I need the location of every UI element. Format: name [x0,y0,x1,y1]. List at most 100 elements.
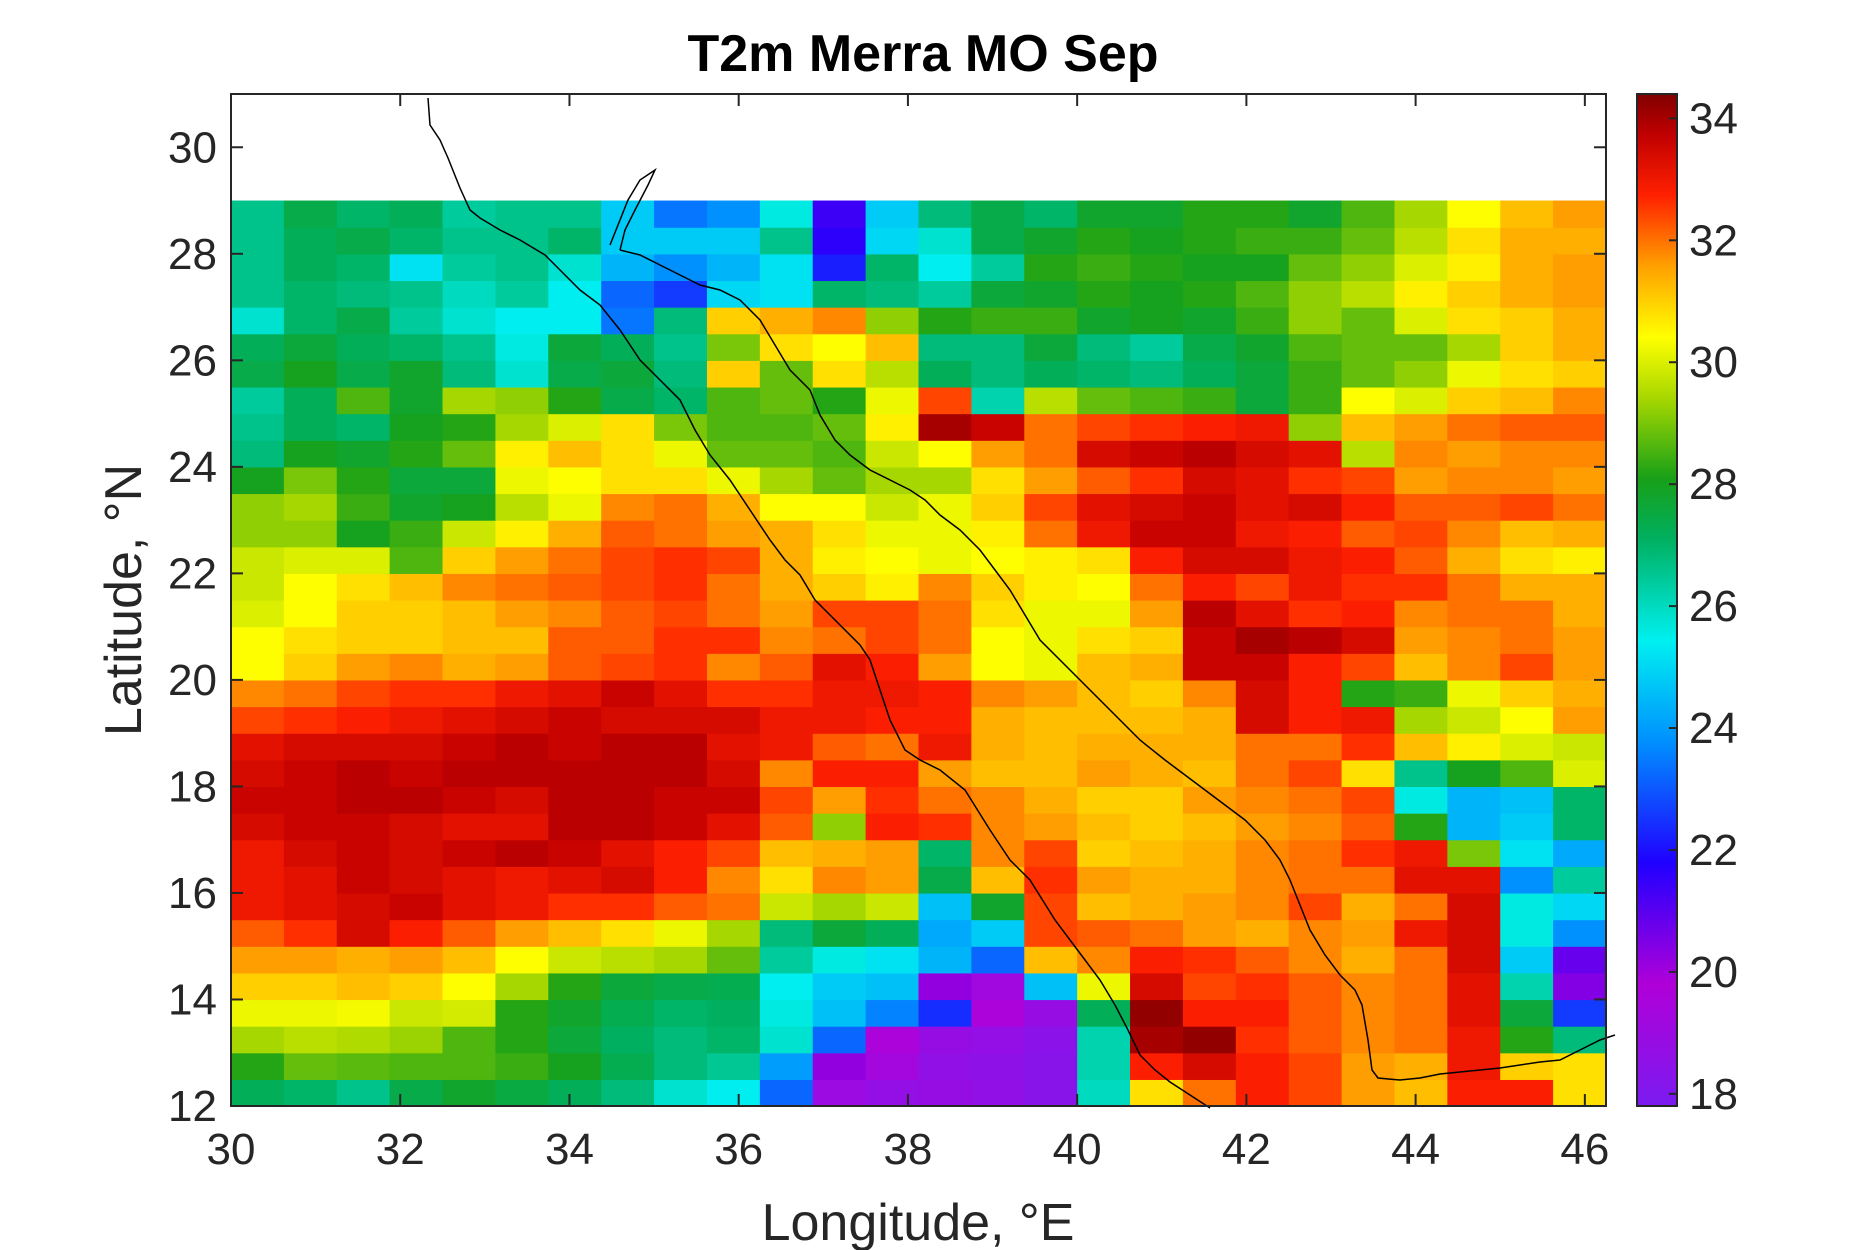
heatmap-cell [1077,307,1131,335]
heatmap-cell [865,573,920,601]
heatmap-cell [231,546,285,574]
heatmap-cell [601,413,655,441]
heatmap-cell [1553,573,1607,601]
heatmap-cell [1024,546,1078,574]
heatmap-cell [1500,706,1554,734]
heatmap-cell [1500,839,1554,867]
heatmap-cell [1077,520,1131,548]
heatmap-cell [601,520,655,548]
heatmap-cell [1235,866,1290,894]
heatmap-cell [1288,759,1343,788]
heatmap-cell [1235,227,1290,255]
heatmap-cell [706,1079,761,1107]
heatmap-cell [1024,573,1078,601]
heatmap-cell [1341,759,1396,788]
heatmap-cell [336,307,391,335]
heatmap-cell [1130,999,1184,1027]
heatmap-cell [812,360,867,388]
heatmap-cell [1077,253,1131,282]
y-tick-label: 30 [168,123,217,172]
heatmap-cell [1182,493,1237,521]
heatmap-cell [442,653,497,681]
heatmap-cell [1500,386,1554,415]
heatmap-cell [389,813,444,841]
colorbar-tick-label: 34 [1689,94,1738,143]
heatmap-cell [1182,440,1237,468]
heatmap-cell [1130,280,1184,308]
heatmap-cell [1077,999,1131,1027]
heatmap-cell [283,972,338,1001]
heatmap-cell [865,440,920,468]
heatmap-cell [1394,386,1448,415]
heatmap-cell [283,333,338,361]
heatmap-cell [442,333,497,361]
heatmap-cell [1553,440,1607,468]
heatmap-cell [1500,493,1554,521]
heatmap-cell [1077,813,1131,841]
heatmap-cell [1341,600,1396,628]
heatmap-cell [1500,866,1554,894]
heatmap-cell [389,413,444,441]
heatmap-cell [1500,813,1554,841]
heatmap-cell [283,253,338,282]
heatmap-cell [706,626,761,654]
heatmap-cell [1077,280,1131,308]
heatmap-cell [1341,386,1396,415]
heatmap-cell [1235,307,1290,335]
heatmap-cell [548,200,602,228]
heatmap-cell [1394,573,1448,601]
heatmap-cell [231,253,285,282]
heatmap-cell [231,307,285,335]
heatmap-cell [1077,227,1131,255]
heatmap-cell [1024,227,1078,255]
heatmap-cell [1447,386,1501,415]
heatmap-cell [1130,839,1184,867]
heatmap-cell [601,360,655,388]
heatmap-cell [231,227,285,255]
heatmap-cell [1394,1052,1448,1080]
heatmap-cell [389,1026,444,1054]
heatmap-cell [812,786,867,814]
heatmap-cell [1182,573,1237,601]
heatmap-cell [1500,892,1554,921]
heatmap-cell [1288,706,1343,734]
heatmap-cell [389,999,444,1027]
heatmap-cell [442,307,497,335]
heatmap-cell [865,972,920,1001]
heatmap-cell [918,600,972,628]
heatmap-cell [548,999,602,1027]
heatmap-cell [389,759,444,788]
heatmap-cell [1235,786,1290,814]
colorbar-tick-label: 22 [1689,826,1738,875]
heatmap-cell [495,413,549,441]
heatmap-cell [336,1052,391,1080]
heatmap-cell [231,520,285,548]
heatmap-cell [654,759,708,788]
colorbar-ticks: 18 20 22 24 26 28 30 32 34 [1669,94,1738,1119]
heatmap-cell [918,919,972,947]
heatmap-cell [442,892,497,921]
heatmap-cell [1553,653,1607,681]
heatmap-cell [1447,1026,1501,1054]
heatmap-cell [1288,626,1343,654]
heatmap-cell [231,600,285,628]
heatmap-cell [1288,999,1343,1027]
heatmap-cell [389,1052,444,1080]
heatmap-cell [442,360,497,388]
heatmap-cell [495,866,549,894]
heatmap-cell [1394,546,1448,574]
heatmap-cell [442,866,497,894]
heatmap-cell [336,1026,391,1054]
heatmap-cell [231,360,285,388]
heatmap-cell [601,1026,655,1054]
heatmap-cell [283,386,338,415]
heatmap-cell [1235,972,1290,1001]
heatmap-cell [706,706,761,734]
heatmap-cell [389,626,444,654]
heatmap-cell [1500,440,1554,468]
heatmap-cell [918,493,972,521]
heatmap-cell [389,573,444,601]
heatmap-cell [1077,333,1131,361]
heatmap-cell [1394,733,1448,761]
heatmap-cell [706,520,761,548]
